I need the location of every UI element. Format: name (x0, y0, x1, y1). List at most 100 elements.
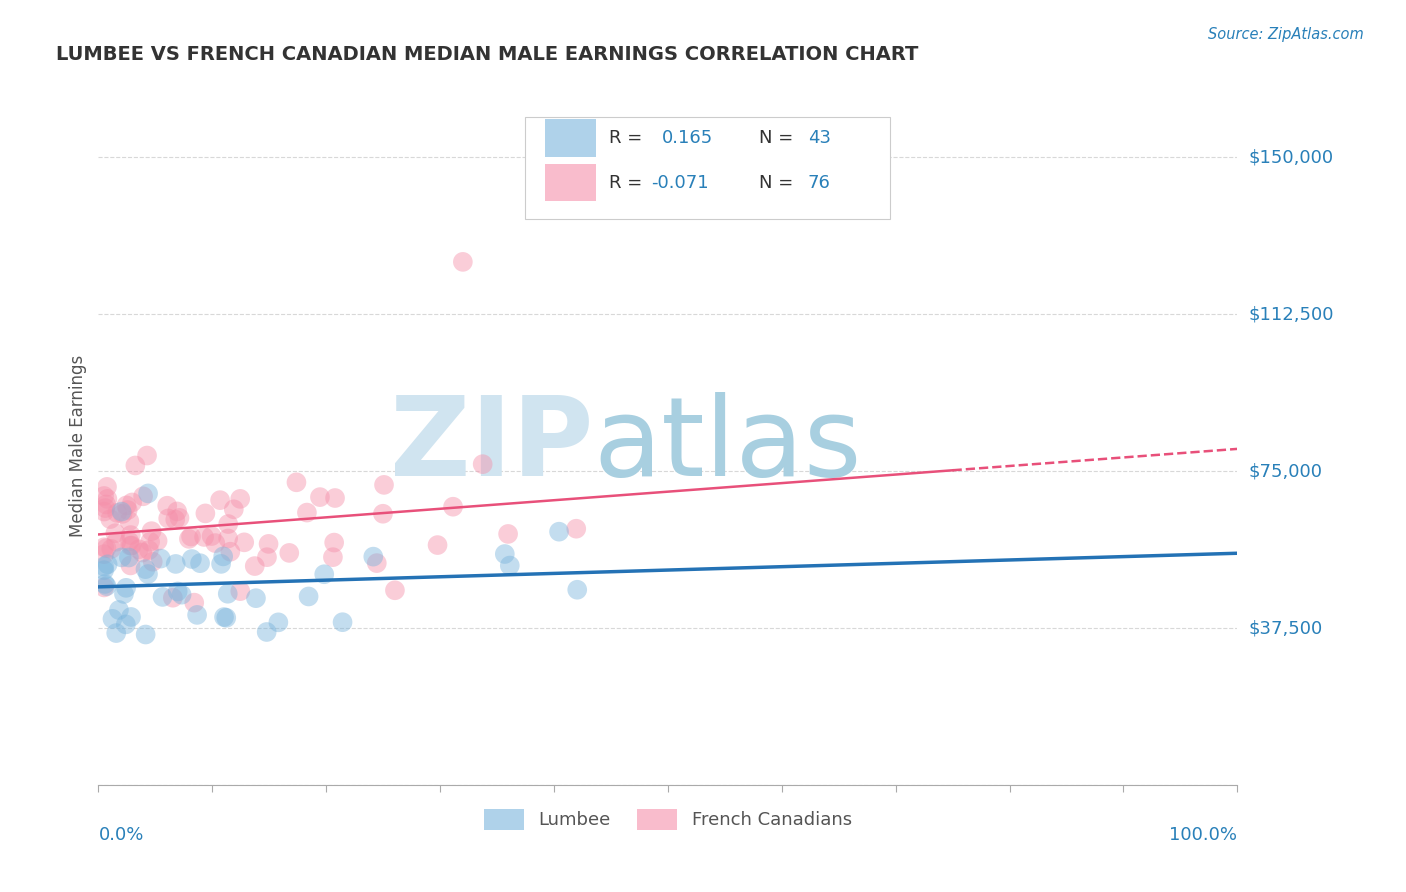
Point (94, 577, 117, 591)
Point (219, 544, 242, 558)
Point (295, 506, 318, 520)
Point (229, 584, 252, 599)
Text: 76: 76 (808, 174, 831, 192)
Point (98, 512, 121, 526)
Point (451, 255, 474, 269)
Point (371, 507, 394, 521)
Text: ZIP: ZIP (391, 392, 593, 500)
FancyBboxPatch shape (526, 117, 890, 219)
Point (93, 581, 115, 595)
Point (111, 507, 134, 521)
Point (108, 603, 131, 617)
Point (115, 581, 138, 595)
Point (166, 504, 188, 518)
Point (152, 590, 174, 604)
Point (565, 522, 588, 536)
Point (204, 536, 226, 550)
Point (157, 511, 180, 525)
Point (118, 534, 141, 549)
Point (165, 557, 187, 571)
Point (170, 588, 193, 602)
Point (257, 537, 280, 551)
Legend: Lumbee, French Canadians: Lumbee, French Canadians (477, 802, 859, 837)
Point (117, 503, 139, 517)
Point (209, 557, 232, 571)
Point (323, 491, 346, 505)
Point (441, 500, 464, 514)
Point (245, 591, 267, 606)
Text: atlas: atlas (593, 392, 862, 500)
Point (115, 617, 138, 632)
Point (186, 607, 208, 622)
Point (212, 549, 235, 564)
Point (309, 490, 332, 504)
Point (135, 627, 157, 641)
Point (97, 558, 120, 572)
Point (188, 556, 211, 570)
Point (132, 489, 155, 503)
Point (121, 539, 143, 553)
Point (496, 527, 519, 541)
FancyBboxPatch shape (546, 164, 596, 202)
Point (215, 611, 238, 625)
Text: R =: R = (609, 174, 648, 192)
Point (96, 491, 118, 506)
Text: 0.165: 0.165 (662, 129, 713, 147)
Point (110, 550, 132, 565)
Text: N =: N = (759, 129, 799, 147)
Point (193, 530, 215, 544)
Point (136, 567, 159, 582)
Point (177, 532, 200, 546)
Point (136, 486, 159, 500)
Point (118, 550, 141, 565)
Point (323, 535, 346, 549)
Point (194, 507, 217, 521)
Point (217, 587, 239, 601)
FancyBboxPatch shape (546, 120, 596, 157)
Point (131, 545, 153, 559)
Point (183, 596, 205, 610)
Text: 100.0%: 100.0% (1170, 826, 1237, 844)
Point (93, 504, 115, 518)
Y-axis label: Median Male Earnings: Median Male Earnings (69, 355, 87, 537)
Point (166, 584, 188, 599)
Point (120, 528, 142, 542)
Point (118, 514, 141, 528)
Point (243, 559, 266, 574)
Point (136, 449, 159, 463)
Point (322, 550, 344, 565)
Point (494, 547, 516, 561)
Point (115, 499, 138, 513)
Point (233, 535, 256, 549)
Point (499, 558, 522, 573)
Point (93, 489, 115, 503)
Point (139, 534, 162, 549)
Point (146, 533, 169, 548)
Point (162, 591, 184, 605)
Point (105, 534, 128, 549)
Point (361, 549, 384, 564)
Point (567, 582, 589, 597)
Point (169, 511, 191, 525)
Point (93, 559, 115, 574)
Point (105, 506, 128, 520)
Point (120, 610, 142, 624)
Point (142, 555, 165, 569)
Point (200, 529, 222, 543)
Point (101, 612, 124, 626)
Point (120, 539, 142, 553)
Point (217, 516, 239, 531)
Point (94, 501, 117, 516)
Point (217, 532, 239, 546)
Point (128, 542, 150, 557)
Point (222, 502, 245, 516)
Point (93, 563, 115, 577)
Point (141, 524, 163, 538)
Text: LUMBEE VS FRENCH CANADIAN MEDIAN MALE EARNINGS CORRELATION CHART: LUMBEE VS FRENCH CANADIAN MEDIAN MALE EA… (56, 45, 918, 63)
Point (373, 478, 395, 492)
Text: $75,000: $75,000 (1249, 462, 1323, 480)
Point (426, 538, 449, 552)
Point (149, 551, 172, 566)
Point (96, 541, 118, 556)
Text: $150,000: $150,000 (1249, 148, 1333, 166)
